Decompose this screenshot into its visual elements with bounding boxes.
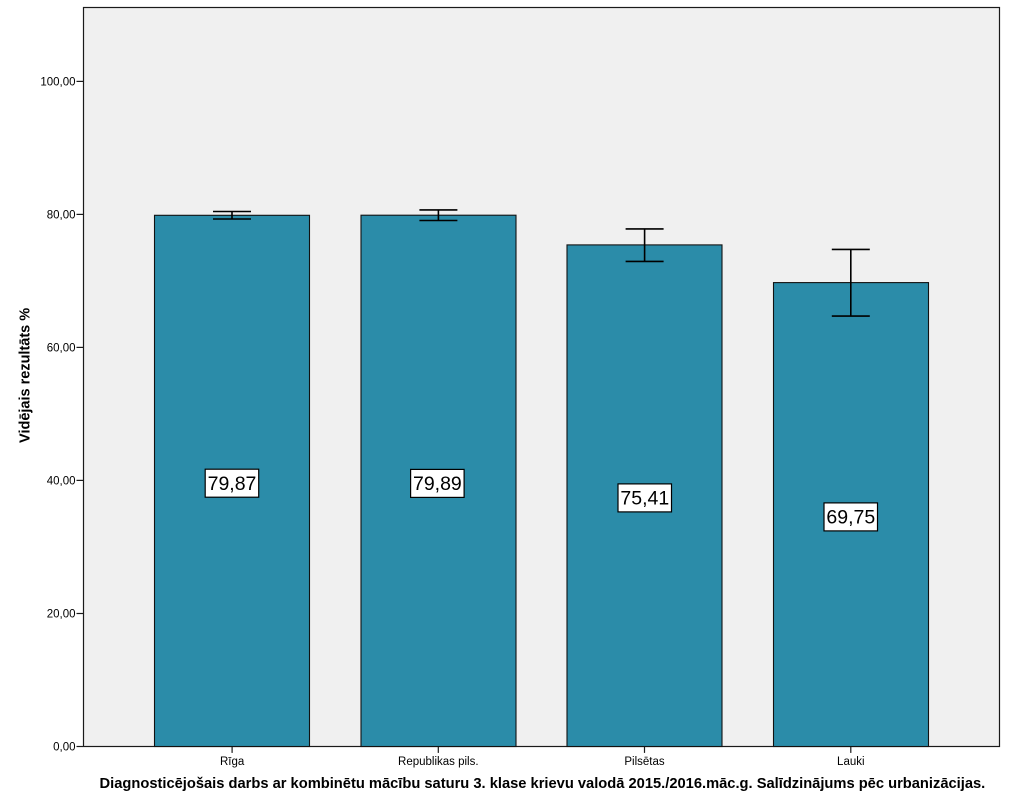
svg-text:79,89: 79,89 [413, 473, 462, 495]
svg-text:Pilsētas: Pilsētas [624, 756, 665, 768]
svg-text:0,00: 0,00 [53, 742, 75, 754]
svg-text:Rīga: Rīga [220, 756, 245, 768]
svg-text:79,87: 79,87 [208, 473, 257, 495]
svg-text:40,00: 40,00 [47, 476, 76, 488]
svg-text:Republikas pils.: Republikas pils. [398, 756, 479, 768]
svg-text:60,00: 60,00 [47, 343, 76, 355]
svg-text:20,00: 20,00 [47, 609, 76, 621]
svg-text:Diagnosticējošais darbs ar kom: Diagnosticējošais darbs ar kombinētu māc… [100, 776, 986, 792]
svg-text:100,00: 100,00 [40, 77, 75, 89]
svg-text:80,00: 80,00 [47, 210, 76, 222]
svg-text:Lauki: Lauki [837, 756, 865, 768]
svg-text:75,41: 75,41 [620, 488, 669, 510]
svg-text:69,75: 69,75 [826, 507, 875, 529]
svg-text:Vidējais rezultāts %: Vidējais rezultāts % [18, 308, 34, 443]
